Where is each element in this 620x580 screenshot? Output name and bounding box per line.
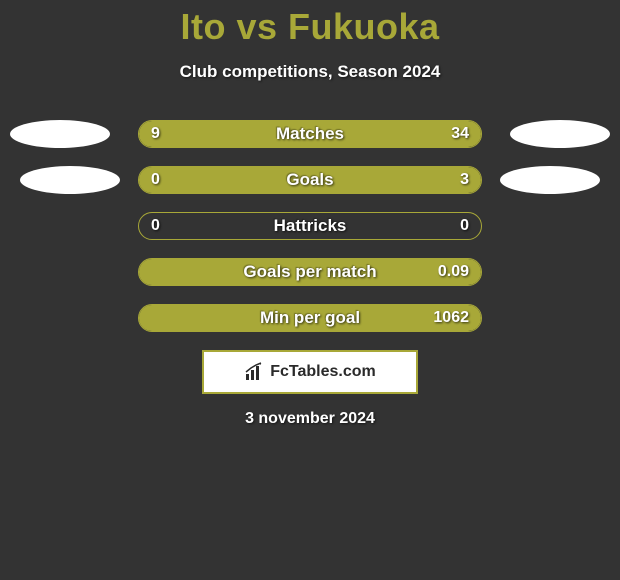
page-title: Ito vs Fukuoka (180, 6, 439, 48)
right-indicator-ellipse (510, 120, 610, 148)
bar-chart-icon (244, 362, 264, 382)
stat-bar: 0.09 Goals per match (138, 258, 482, 286)
stat-row: 0 3 Goals (0, 166, 620, 194)
comparison-widget: Ito vs Fukuoka Club competitions, Season… (0, 0, 620, 428)
left-indicator-ellipse (10, 120, 110, 148)
stat-bar: 9 34 Matches (138, 120, 482, 148)
stat-bar: 1062 Min per goal (138, 304, 482, 332)
left-indicator-ellipse (20, 166, 120, 194)
stat-right-value: 34 (451, 125, 469, 143)
stat-label: Goals (286, 170, 333, 190)
stat-bar: 0 3 Goals (138, 166, 482, 194)
stat-bar: 0 0 Hattricks (138, 212, 482, 240)
stat-row: 9 34 Matches (0, 120, 620, 148)
stat-row: 0 0 Hattricks (0, 212, 620, 240)
stat-label: Min per goal (260, 308, 360, 328)
stat-left-value: 9 (151, 125, 160, 143)
stat-bar-right-fill (210, 121, 481, 147)
right-indicator-ellipse (500, 166, 600, 194)
footer-date: 3 november 2024 (245, 410, 375, 428)
page-subtitle: Club competitions, Season 2024 (180, 62, 441, 82)
stat-row: 0.09 Goals per match (0, 258, 620, 286)
stat-right-value: 0.09 (438, 263, 469, 281)
stats-list: 9 34 Matches 0 3 Goals 0 0 Hattricks 0.09 Goals pe… (0, 120, 620, 332)
stat-label: Matches (276, 124, 344, 144)
stat-left-value: 0 (151, 171, 160, 189)
stat-bar-left-fill (139, 121, 210, 147)
stat-right-value: 3 (460, 171, 469, 189)
stat-label: Goals per match (243, 262, 376, 282)
stat-label: Hattricks (274, 216, 347, 236)
stat-left-value: 0 (151, 217, 160, 235)
source-badge-text: FcTables.com (270, 363, 376, 381)
stat-row: 1062 Min per goal (0, 304, 620, 332)
stat-right-value: 1062 (433, 309, 469, 327)
source-badge[interactable]: FcTables.com (202, 350, 418, 394)
stat-right-value: 0 (460, 217, 469, 235)
